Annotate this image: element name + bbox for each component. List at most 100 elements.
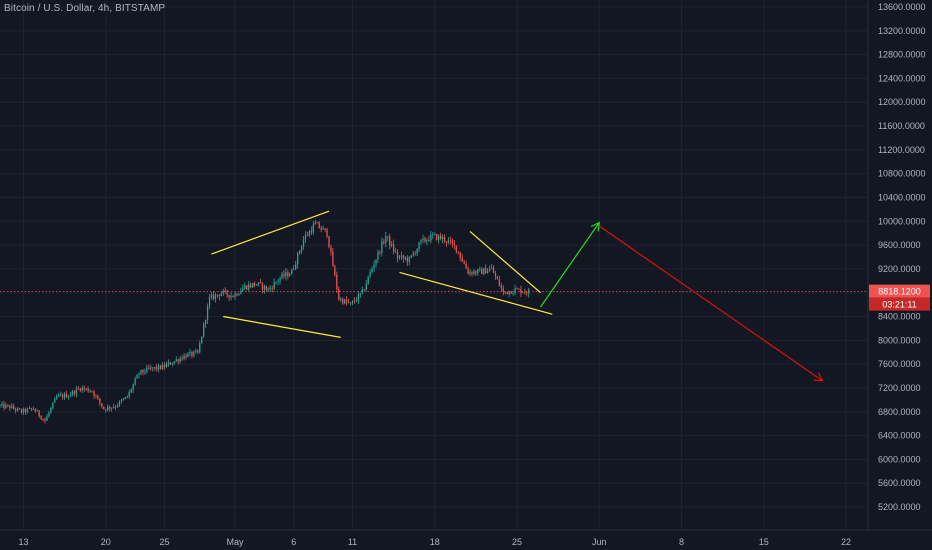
candle-body xyxy=(287,272,289,277)
candle-body xyxy=(250,284,252,288)
candle-body xyxy=(367,276,369,284)
trendline-lower xyxy=(399,271,553,315)
candle-body xyxy=(5,404,7,409)
x-tick-label: 6 xyxy=(291,537,296,547)
countdown-tag xyxy=(869,297,930,311)
candle-body xyxy=(3,403,5,409)
candle-body xyxy=(504,291,506,293)
candle-body xyxy=(520,288,522,294)
candle-body xyxy=(351,300,354,303)
candle-body xyxy=(79,388,81,391)
candle-body xyxy=(242,288,244,292)
candle-body xyxy=(445,241,448,243)
candle-body xyxy=(56,396,58,399)
y-tick-label: 6800.0000 xyxy=(878,407,921,417)
symbol-header: Bitcoin / U.S. Dollar, 4h, BITSTAMP xyxy=(4,3,166,14)
candle-body xyxy=(481,269,483,274)
candle-body xyxy=(224,290,226,292)
candle-body xyxy=(324,228,326,230)
candle-body xyxy=(298,250,301,253)
candle-body xyxy=(347,302,350,304)
candle-body xyxy=(289,274,291,277)
candle-body xyxy=(283,273,285,277)
candle-body xyxy=(9,405,11,409)
candle-body xyxy=(483,268,485,274)
last-price-value: 8818.1200 xyxy=(878,287,921,297)
y-tick-label: 10800.0000 xyxy=(878,169,926,179)
candle-body xyxy=(253,283,256,286)
candle-body xyxy=(246,285,248,290)
candle-body xyxy=(24,408,27,413)
candle-body xyxy=(498,279,501,286)
y-tick-label: 8400.0000 xyxy=(878,312,921,322)
candle-body xyxy=(490,267,493,269)
candle-body xyxy=(522,292,524,294)
candle-body xyxy=(238,293,240,296)
candle-body xyxy=(279,277,281,282)
candle-body xyxy=(455,245,457,252)
candle-body xyxy=(514,288,516,293)
candle-body xyxy=(271,287,273,289)
candle-body xyxy=(87,388,89,392)
candle-body xyxy=(302,239,305,247)
candle-body xyxy=(65,393,68,398)
candle-body xyxy=(228,294,230,298)
candle-body xyxy=(394,251,397,253)
candle-body xyxy=(328,236,330,248)
candle-body xyxy=(281,273,283,278)
candle-body xyxy=(230,295,232,298)
candle-body xyxy=(30,408,32,409)
candle-body xyxy=(136,375,138,379)
candle-body xyxy=(120,400,123,402)
candle-body xyxy=(208,296,211,306)
candle-body xyxy=(22,408,25,413)
candle-body xyxy=(420,239,422,243)
candle-body xyxy=(1,403,3,406)
candle-body xyxy=(402,255,405,259)
candle-body xyxy=(73,391,76,395)
candle-body xyxy=(220,293,222,297)
candle-body xyxy=(502,288,504,292)
y-tick-label: 8000.0000 xyxy=(878,335,921,345)
y-tick-label: 11200.0000 xyxy=(878,145,925,155)
y-tick-label: 10000.0000 xyxy=(878,216,926,226)
candle-body xyxy=(69,394,72,397)
candle-body xyxy=(248,284,250,290)
candle-body xyxy=(11,405,13,409)
candle-body xyxy=(18,408,21,410)
candle-body xyxy=(486,271,489,274)
candle-body xyxy=(353,300,356,302)
candle-body xyxy=(414,253,416,255)
candle-body xyxy=(177,359,179,362)
candle-body xyxy=(428,240,430,241)
candle-body xyxy=(422,238,424,240)
candle-body xyxy=(48,412,50,417)
candle-body xyxy=(67,396,70,398)
candle-body xyxy=(146,367,148,373)
candle-body xyxy=(295,264,297,269)
candle-body xyxy=(50,407,52,413)
candle-body xyxy=(95,395,97,397)
candle-body xyxy=(144,372,146,373)
candle-body xyxy=(463,261,465,264)
candle-body xyxy=(512,292,514,294)
forecast-arrowhead-down xyxy=(813,372,824,382)
candle-body xyxy=(359,293,361,295)
candle-body xyxy=(479,269,481,270)
candle-body xyxy=(312,224,314,233)
candle-body xyxy=(13,405,15,409)
candle-body xyxy=(163,364,166,368)
x-tick-label: 18 xyxy=(430,537,440,547)
candle-body xyxy=(197,351,199,353)
candle-body xyxy=(371,268,373,273)
candle-body xyxy=(40,415,42,420)
candle-body xyxy=(508,291,510,295)
candle-body xyxy=(251,283,254,288)
candle-body xyxy=(269,287,271,289)
candle-body xyxy=(326,229,328,237)
candle-body xyxy=(116,405,119,408)
candle-body xyxy=(322,228,324,230)
candle-body xyxy=(244,285,246,289)
